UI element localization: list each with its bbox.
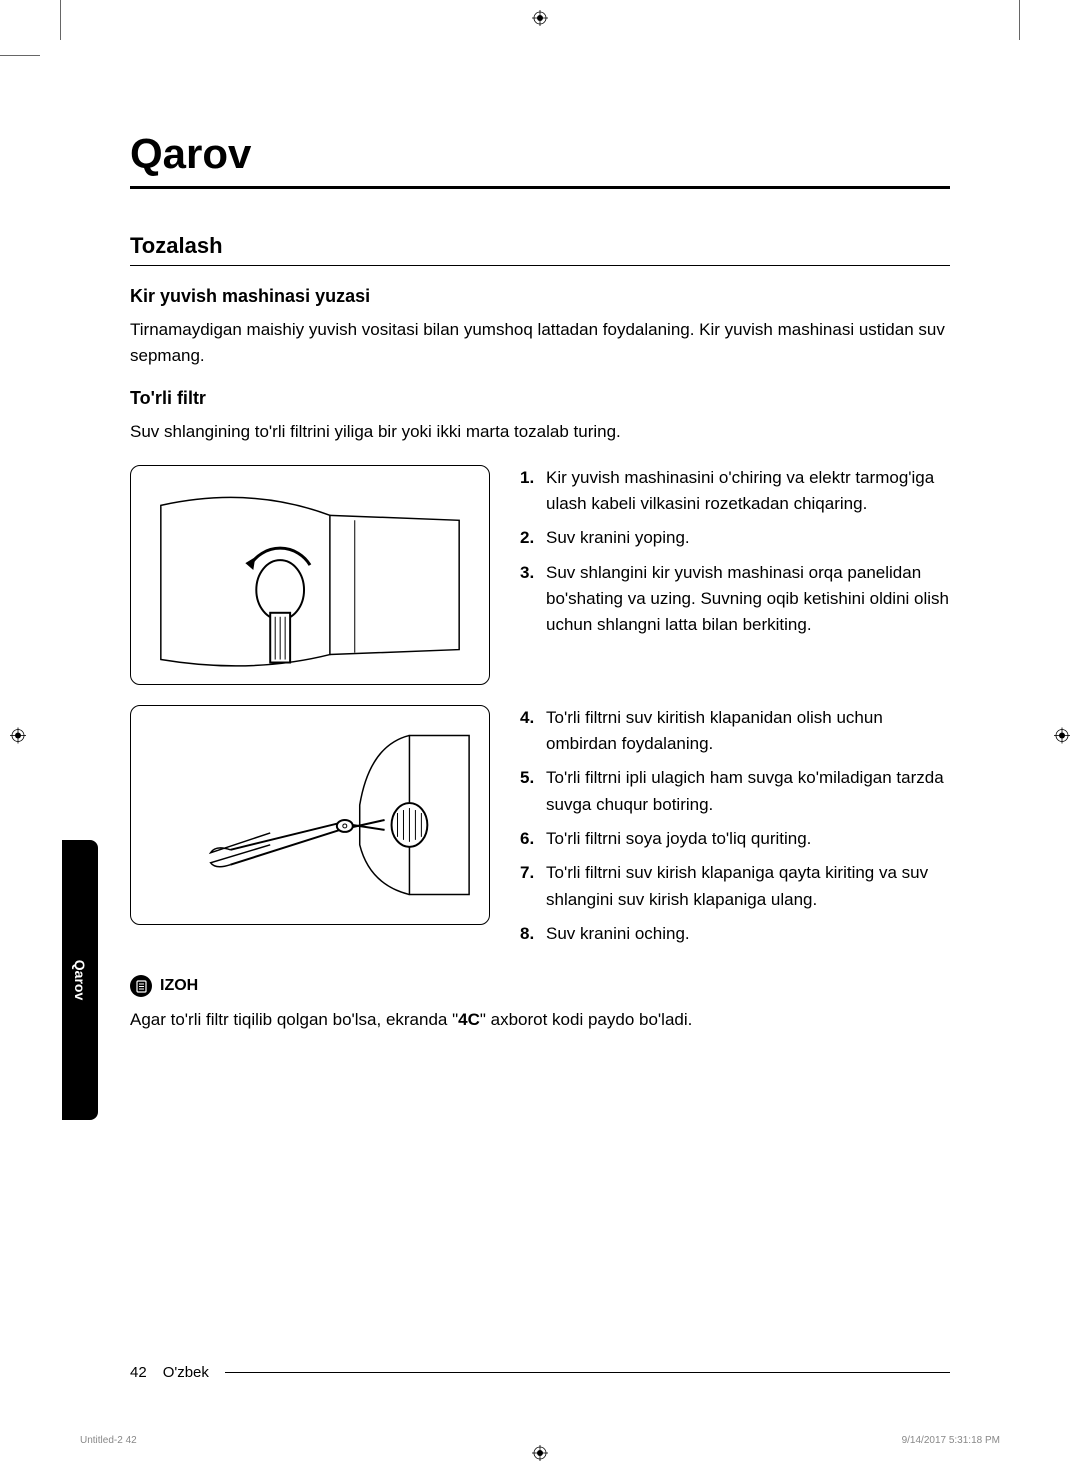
- list-item: 1.Kir yuvish mashinasini o'chiring va el…: [520, 465, 950, 518]
- step-text: To'rli filtrni suv kiritish klapanidan o…: [546, 705, 950, 758]
- steps-list: 1.Kir yuvish mashinasini o'chiring va el…: [520, 465, 950, 639]
- list-item: 3.Suv shlangini kir yuvish mashinasi orq…: [520, 560, 950, 639]
- list-item: 7.To'rli filtrni suv kirish klapaniga qa…: [520, 860, 950, 913]
- meta-footer: Untitled-2 42 9/14/2017 5:31:18 PM: [80, 1435, 1000, 1446]
- figure-text-row: 4.To'rli filtrni suv kiritish klapanidan…: [130, 705, 950, 956]
- step-number: 2.: [520, 525, 546, 551]
- step-text: Suv shlangini kir yuvish mashinasi orqa …: [546, 560, 950, 639]
- figure-hose-removal: [130, 465, 490, 685]
- page-footer: 42 O'zbek: [130, 1364, 950, 1381]
- section-divider: [130, 265, 950, 266]
- side-tab: Qarov: [62, 840, 98, 1120]
- meta-file: Untitled-2 42: [80, 1435, 137, 1446]
- figure-text-row: 1.Kir yuvish mashinasini o'chiring va el…: [130, 465, 950, 685]
- step-number: 6.: [520, 826, 546, 852]
- step-number: 3.: [520, 560, 546, 639]
- subsection-title: Kir yuvish mashinasi yuzasi: [130, 286, 950, 307]
- body-text: Tirnamaydigan maishiy yuvish vositasi bi…: [130, 317, 950, 368]
- chapter-title: Qarov: [130, 130, 950, 178]
- list-item: 8.Suv kranini oching.: [520, 921, 950, 947]
- footer-divider: [225, 1372, 950, 1373]
- registration-mark-icon: [532, 1445, 548, 1466]
- page-number: 42: [130, 1364, 147, 1381]
- title-divider: [130, 186, 950, 189]
- note-icon: [130, 975, 152, 997]
- figure-column: [130, 705, 490, 956]
- step-text: To'rli filtrni suv kirish klapaniga qayt…: [546, 860, 950, 913]
- text-column: 4.To'rli filtrni suv kiritish klapanidan…: [520, 705, 950, 956]
- steps-list: 4.To'rli filtrni suv kiritish klapanidan…: [520, 705, 950, 948]
- note-code: 4C: [458, 1010, 480, 1029]
- step-text: Suv kranini yoping.: [546, 525, 690, 551]
- text-column: 1.Kir yuvish mashinasini o'chiring va el…: [520, 465, 950, 685]
- step-text: Suv kranini oching.: [546, 921, 690, 947]
- body-text: Suv shlangining to'rli filtrini yiliga b…: [130, 419, 950, 445]
- list-item: 6.To'rli filtrni soya joyda to'liq qurit…: [520, 826, 950, 852]
- note-label: IZOH: [160, 977, 198, 995]
- registration-mark-icon: [10, 728, 26, 749]
- step-number: 7.: [520, 860, 546, 913]
- side-tab-label: Qarov: [72, 960, 88, 1000]
- list-item: 2.Suv kranini yoping.: [520, 525, 950, 551]
- page-content: Qarov Tozalash Kir yuvish mashinasi yuza…: [130, 130, 950, 1053]
- note-text: Agar to'rli filtr tiqilib qolgan bo'lsa,…: [130, 1007, 950, 1033]
- crop-mark: [0, 55, 40, 56]
- list-item: 5.To'rli filtrni ipli ulagich ham suvga …: [520, 765, 950, 818]
- step-number: 8.: [520, 921, 546, 947]
- step-number: 5.: [520, 765, 546, 818]
- crop-mark: [1019, 0, 1020, 40]
- figure-column: [130, 465, 490, 685]
- registration-mark-icon: [532, 10, 548, 31]
- registration-mark-icon: [1054, 728, 1070, 749]
- note-text-before: Agar to'rli filtr tiqilib qolgan bo'lsa,…: [130, 1010, 458, 1029]
- figure-pliers-filter: [130, 705, 490, 925]
- list-item: 4.To'rli filtrni suv kiritish klapanidan…: [520, 705, 950, 758]
- step-number: 4.: [520, 705, 546, 758]
- subsection-title: To'rli filtr: [130, 388, 950, 409]
- step-text: Kir yuvish mashinasini o'chiring va elek…: [546, 465, 950, 518]
- note-text-after: " axborot kodi paydo bo'ladi.: [480, 1010, 692, 1029]
- section-title: Tozalash: [130, 233, 950, 259]
- footer-language: O'zbek: [163, 1364, 209, 1381]
- step-number: 1.: [520, 465, 546, 518]
- meta-timestamp: 9/14/2017 5:31:18 PM: [902, 1435, 1000, 1446]
- crop-mark: [60, 0, 61, 40]
- note-header: IZOH: [130, 975, 950, 997]
- step-text: To'rli filtrni soya joyda to'liq quritin…: [546, 826, 811, 852]
- step-text: To'rli filtrni ipli ulagich ham suvga ko…: [546, 765, 950, 818]
